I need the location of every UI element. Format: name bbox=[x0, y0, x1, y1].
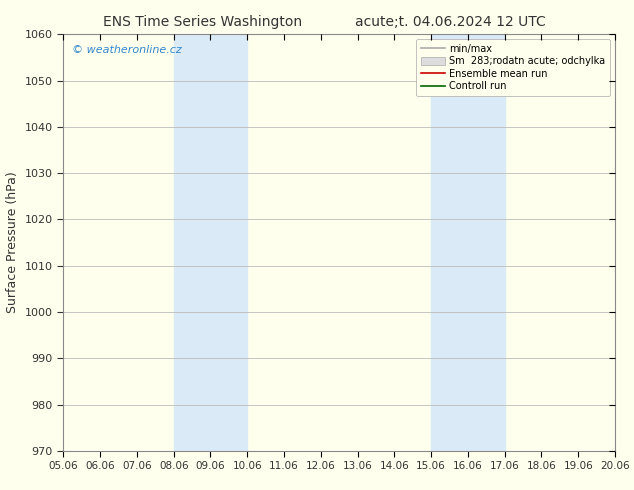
Text: © weatheronline.cz: © weatheronline.cz bbox=[72, 45, 181, 55]
Text: acute;t. 04.06.2024 12 UTC: acute;t. 04.06.2024 12 UTC bbox=[355, 15, 545, 29]
Bar bbox=[431, 34, 505, 451]
Y-axis label: Surface Pressure (hPa): Surface Pressure (hPa) bbox=[6, 172, 19, 314]
Legend: min/max, Sm  283;rodatn acute; odchylka, Ensemble mean run, Controll run: min/max, Sm 283;rodatn acute; odchylka, … bbox=[416, 39, 610, 96]
Text: ENS Time Series Washington: ENS Time Series Washington bbox=[103, 15, 302, 29]
Bar bbox=[174, 34, 247, 451]
